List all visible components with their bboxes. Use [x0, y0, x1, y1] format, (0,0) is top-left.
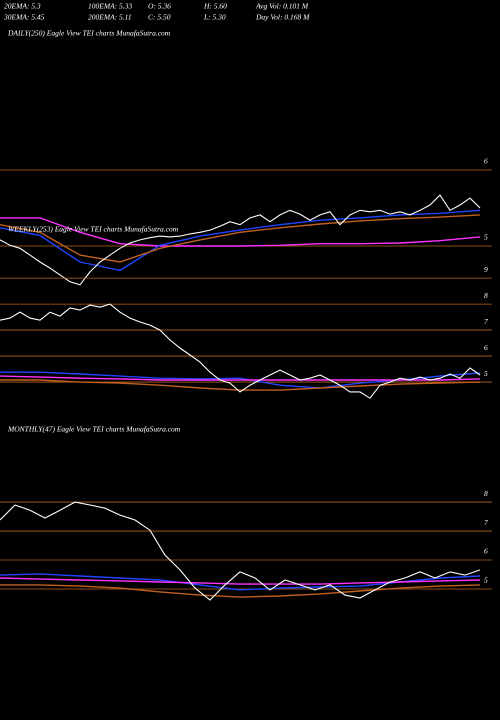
price-line — [0, 303, 481, 399]
y-tick-label: 5 — [484, 576, 488, 585]
header-stat: 100EMA: 5.33 — [88, 2, 132, 11]
panel-title: WEEKLY(253) Eagle View TEI charts Munafa… — [8, 225, 179, 234]
y-tick-label: 8 — [484, 489, 488, 498]
panel-title: MONTHLY(47) Eagle View TEI charts Munafa… — [7, 425, 181, 434]
y-tick-label: 5 — [484, 369, 488, 378]
price-line — [0, 501, 481, 601]
y-tick-label: 5 — [484, 233, 488, 242]
y-tick-label: 6 — [484, 343, 488, 352]
moving-average-line — [0, 209, 481, 272]
moving-average-line — [0, 584, 481, 598]
header-stat: H: 5.60 — [203, 2, 227, 11]
header-stat: C: 5.50 — [148, 13, 171, 22]
header-stat: 20EMA: 5.3 — [4, 2, 41, 11]
header-stat: Avg Vol: 0.101 M — [255, 2, 309, 11]
y-tick-label: 9 — [484, 265, 488, 274]
header-stat: L: 5.30 — [203, 13, 226, 22]
y-tick-label: 6 — [484, 547, 488, 556]
moving-average-line — [0, 375, 481, 381]
moving-average-line — [0, 214, 481, 263]
y-tick-label: 6 — [484, 157, 488, 166]
moving-average-line — [0, 217, 481, 247]
price-line — [0, 194, 481, 286]
y-tick-label: 8 — [484, 291, 488, 300]
header-stat: 30EMA: 5.45 — [3, 13, 45, 22]
header-stat: O: 5.36 — [148, 2, 171, 11]
header-stat: Day Vol: 0.168 M — [255, 13, 310, 22]
y-tick-label: 7 — [484, 518, 488, 527]
moving-average-line — [0, 577, 481, 585]
panel-title: DAILY(250) Eagle View TEI charts MunafaS… — [7, 29, 171, 38]
y-tick-label: 7 — [484, 317, 488, 326]
header-stat: 200EMA: 5.11 — [88, 13, 132, 22]
moving-average-line — [0, 379, 481, 391]
